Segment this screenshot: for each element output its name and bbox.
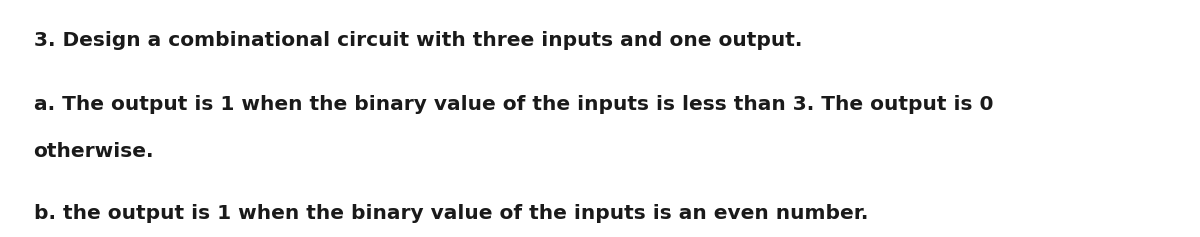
Text: otherwise.: otherwise. bbox=[34, 142, 154, 161]
Text: 3. Design a combinational circuit with three inputs and one output.: 3. Design a combinational circuit with t… bbox=[34, 31, 802, 50]
Text: b. the output is 1 when the binary value of the inputs is an even number.: b. the output is 1 when the binary value… bbox=[34, 204, 868, 223]
Text: a. The output is 1 when the binary value of the inputs is less than 3. The outpu: a. The output is 1 when the binary value… bbox=[34, 95, 994, 114]
